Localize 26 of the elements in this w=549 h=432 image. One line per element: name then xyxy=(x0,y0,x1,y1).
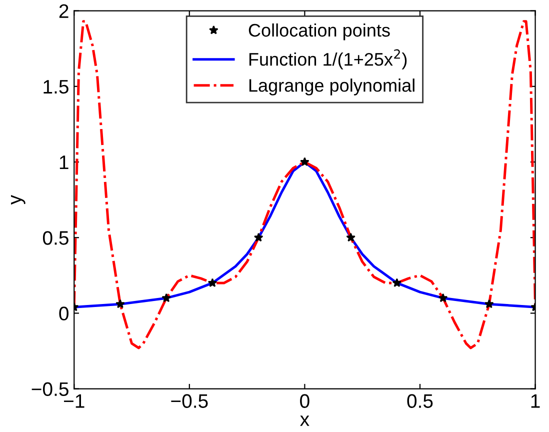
point xyxy=(346,232,356,242)
point xyxy=(438,293,448,302)
x-tick-label: −1 xyxy=(64,394,84,408)
y-tick-label: 0 xyxy=(59,306,68,320)
y-tick-label: 0.5 xyxy=(42,231,68,245)
x-tick-label: 0 xyxy=(300,394,310,408)
legend-label: Function 1/(1+25x$^{2}$) xyxy=(249,49,407,70)
y-tick-label: 2 xyxy=(59,4,68,18)
point xyxy=(392,278,402,288)
point xyxy=(162,293,172,302)
x-tick-label: 1 xyxy=(531,394,540,408)
line-series xyxy=(74,20,536,350)
x-tick-label: −0.5 xyxy=(171,394,208,408)
y-tick-label: −0.5 xyxy=(32,382,68,396)
y-tick-label: 1 xyxy=(60,156,68,170)
point xyxy=(116,299,125,308)
y-tick-label: 1.5 xyxy=(44,80,68,94)
point xyxy=(300,157,310,166)
legend-label: Lagrange polynomial xyxy=(249,78,414,96)
point xyxy=(208,278,218,288)
point xyxy=(254,232,264,242)
x-tick-label: 0.5 xyxy=(407,394,433,408)
y-axis-title: y xyxy=(11,194,26,205)
legend-label: Collocation points xyxy=(248,23,390,40)
x-axis-title: x xyxy=(300,416,310,426)
point xyxy=(484,299,494,308)
